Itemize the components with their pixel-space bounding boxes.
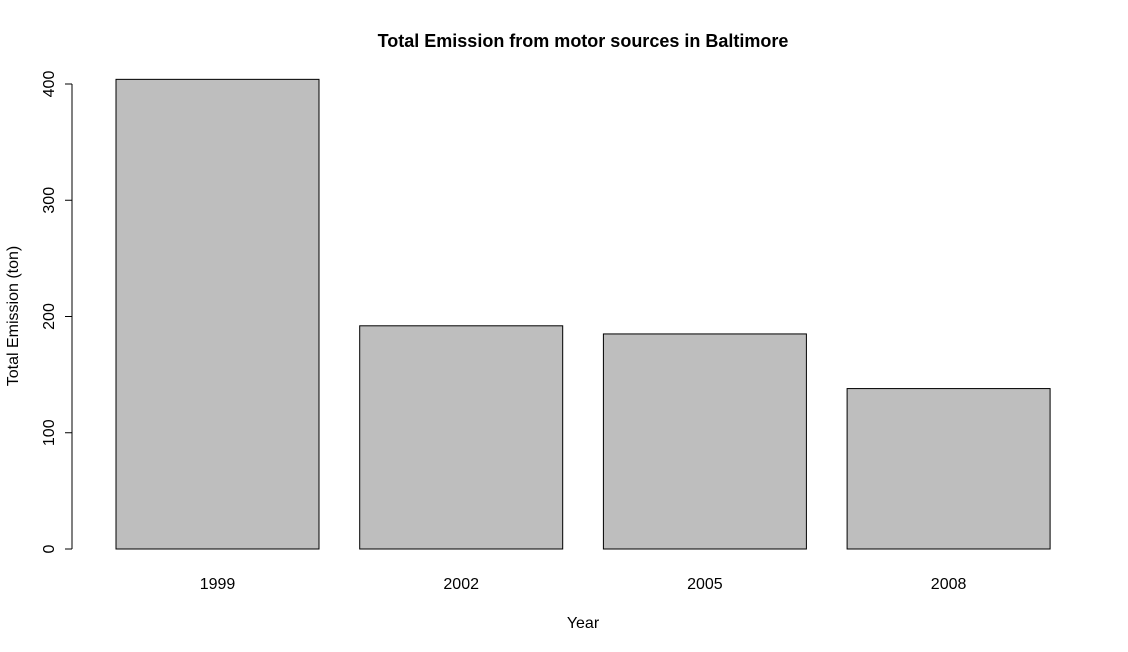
x-tick-label: 2005 bbox=[687, 576, 723, 593]
x-tick-label: 2008 bbox=[931, 576, 967, 593]
bar-2002 bbox=[359, 325, 564, 550]
x-tick-label: 2002 bbox=[443, 576, 479, 593]
y-tick-label: 300 bbox=[41, 187, 58, 214]
bar-2005 bbox=[602, 333, 807, 550]
bar-2008 bbox=[846, 388, 1051, 550]
x-tick-label: 1999 bbox=[200, 576, 236, 593]
bars-group bbox=[115, 78, 1051, 550]
y-tick-label: 100 bbox=[41, 419, 58, 446]
x-axis-tick-labels: 1999 2002 2005 2008 bbox=[200, 576, 967, 593]
y-tick-label: 400 bbox=[41, 71, 58, 98]
y-tick-label: 200 bbox=[41, 303, 58, 330]
chart-title: Total Emission from motor sources in Bal… bbox=[378, 31, 789, 51]
y-axis: 0 100 200 300 400 bbox=[41, 71, 73, 553]
x-axis-label: Year bbox=[567, 615, 600, 632]
y-tick-label: 0 bbox=[41, 544, 58, 553]
y-axis-label: Total Emission (ton) bbox=[5, 246, 22, 387]
bar-1999 bbox=[115, 78, 320, 550]
